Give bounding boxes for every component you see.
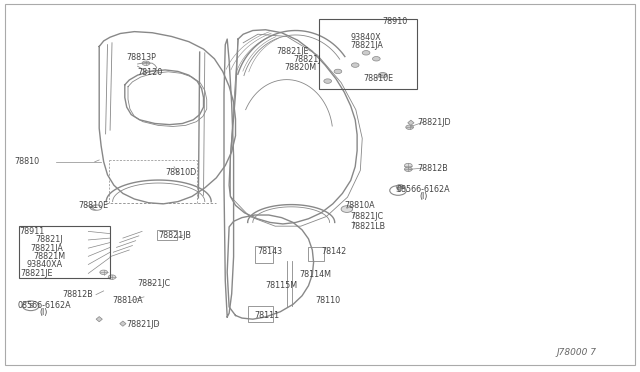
Polygon shape bbox=[96, 317, 102, 322]
Circle shape bbox=[372, 57, 380, 61]
Text: 78821JD: 78821JD bbox=[127, 320, 161, 329]
Text: 78810E: 78810E bbox=[364, 74, 394, 83]
Polygon shape bbox=[120, 321, 126, 326]
Text: 78111: 78111 bbox=[255, 311, 280, 320]
Circle shape bbox=[341, 206, 353, 212]
Text: 78120: 78120 bbox=[138, 68, 163, 77]
Text: 78821JB: 78821JB bbox=[159, 231, 192, 240]
Circle shape bbox=[93, 205, 102, 210]
Text: S: S bbox=[28, 303, 33, 309]
Text: 78821J: 78821J bbox=[293, 55, 321, 64]
Text: 78812B: 78812B bbox=[63, 290, 93, 299]
Text: 93840X: 93840X bbox=[351, 33, 381, 42]
Circle shape bbox=[351, 63, 359, 67]
Text: S: S bbox=[396, 187, 401, 193]
Text: 78115M: 78115M bbox=[266, 281, 298, 290]
Text: 78810D: 78810D bbox=[165, 169, 196, 177]
Text: 78810A: 78810A bbox=[344, 201, 375, 210]
Bar bbox=[255, 246, 273, 263]
Polygon shape bbox=[408, 120, 414, 125]
Circle shape bbox=[362, 51, 370, 55]
Text: (I): (I) bbox=[419, 192, 428, 201]
Circle shape bbox=[100, 270, 108, 275]
Text: (I): (I) bbox=[40, 308, 48, 317]
Text: 78821LB: 78821LB bbox=[351, 222, 386, 231]
Text: 08566-6162A: 08566-6162A bbox=[18, 301, 72, 310]
Bar bbox=[19, 226, 110, 278]
Text: 93840XA: 93840XA bbox=[27, 260, 63, 269]
Circle shape bbox=[404, 167, 412, 171]
Circle shape bbox=[396, 185, 404, 189]
Text: 78821JC: 78821JC bbox=[138, 279, 171, 288]
Text: J78000 7: J78000 7 bbox=[557, 348, 596, 357]
Circle shape bbox=[108, 275, 116, 279]
Text: 78821JC: 78821JC bbox=[351, 212, 384, 221]
Text: 78821JE: 78821JE bbox=[276, 47, 309, 56]
Bar bbox=[319, 19, 417, 89]
Text: 78810A: 78810A bbox=[112, 296, 143, 305]
Bar bbox=[308, 247, 324, 261]
Text: 78821JD: 78821JD bbox=[417, 118, 451, 126]
Bar bbox=[248, 306, 273, 322]
Text: 78821JA: 78821JA bbox=[351, 41, 383, 50]
Circle shape bbox=[406, 125, 413, 129]
Text: 78821M: 78821M bbox=[33, 252, 65, 261]
Text: 78910: 78910 bbox=[383, 17, 408, 26]
Text: 78911: 78911 bbox=[19, 227, 44, 236]
Text: 78821JA: 78821JA bbox=[30, 244, 63, 253]
Bar bbox=[157, 230, 177, 240]
Circle shape bbox=[324, 79, 332, 83]
Text: 78821JE: 78821JE bbox=[20, 269, 53, 278]
Text: 78110: 78110 bbox=[315, 296, 340, 305]
Text: 78813P: 78813P bbox=[127, 53, 157, 62]
Text: 78810: 78810 bbox=[14, 157, 39, 166]
Circle shape bbox=[90, 205, 99, 210]
Text: 08566-6162A: 08566-6162A bbox=[397, 185, 451, 194]
Circle shape bbox=[334, 69, 342, 74]
Text: 78143: 78143 bbox=[257, 247, 282, 256]
Circle shape bbox=[378, 73, 387, 78]
Text: 78810E: 78810E bbox=[78, 201, 108, 210]
Circle shape bbox=[404, 163, 412, 168]
Text: 78820M: 78820M bbox=[285, 63, 317, 72]
Text: 78812B: 78812B bbox=[417, 164, 448, 173]
Text: 78821J: 78821J bbox=[35, 235, 63, 244]
Text: 78142: 78142 bbox=[321, 247, 346, 256]
Circle shape bbox=[142, 61, 150, 65]
Text: 78114M: 78114M bbox=[300, 270, 332, 279]
